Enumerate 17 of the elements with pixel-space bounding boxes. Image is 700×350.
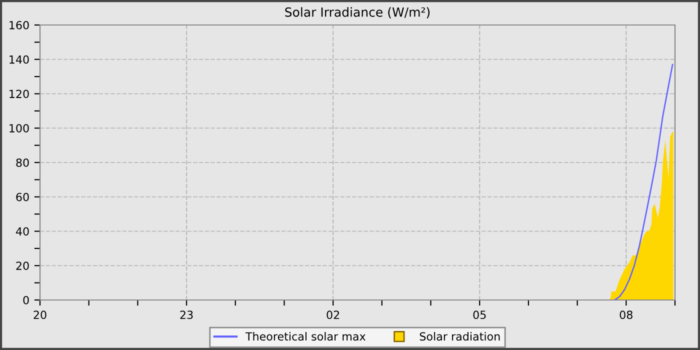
y-tick-label: 80: [16, 158, 29, 167]
x-tick-label: 05: [473, 310, 486, 320]
legend-label: Solar radiation: [420, 332, 500, 341]
y-tick-label: 160: [10, 20, 29, 30]
y-tick-label: 120: [10, 90, 29, 98]
y-tick-label: 60: [16, 192, 29, 202]
legend-label: Theoretical solar max: [245, 332, 366, 341]
y-tick-label: 20: [16, 262, 29, 270]
y-tick-label: 40: [16, 227, 29, 236]
y-tick-label: 0: [23, 296, 29, 304]
y-tick-label: 140: [10, 55, 29, 64]
y-tick-label: 100: [10, 124, 29, 133]
x-tick-label: 02: [326, 310, 340, 320]
x-tick-label: 20: [34, 310, 46, 320]
x-tick-label: 23: [180, 310, 193, 320]
chart-title: Solar Irradiance (W/m²): [285, 7, 430, 18]
x-tick-label: 08: [620, 310, 632, 320]
